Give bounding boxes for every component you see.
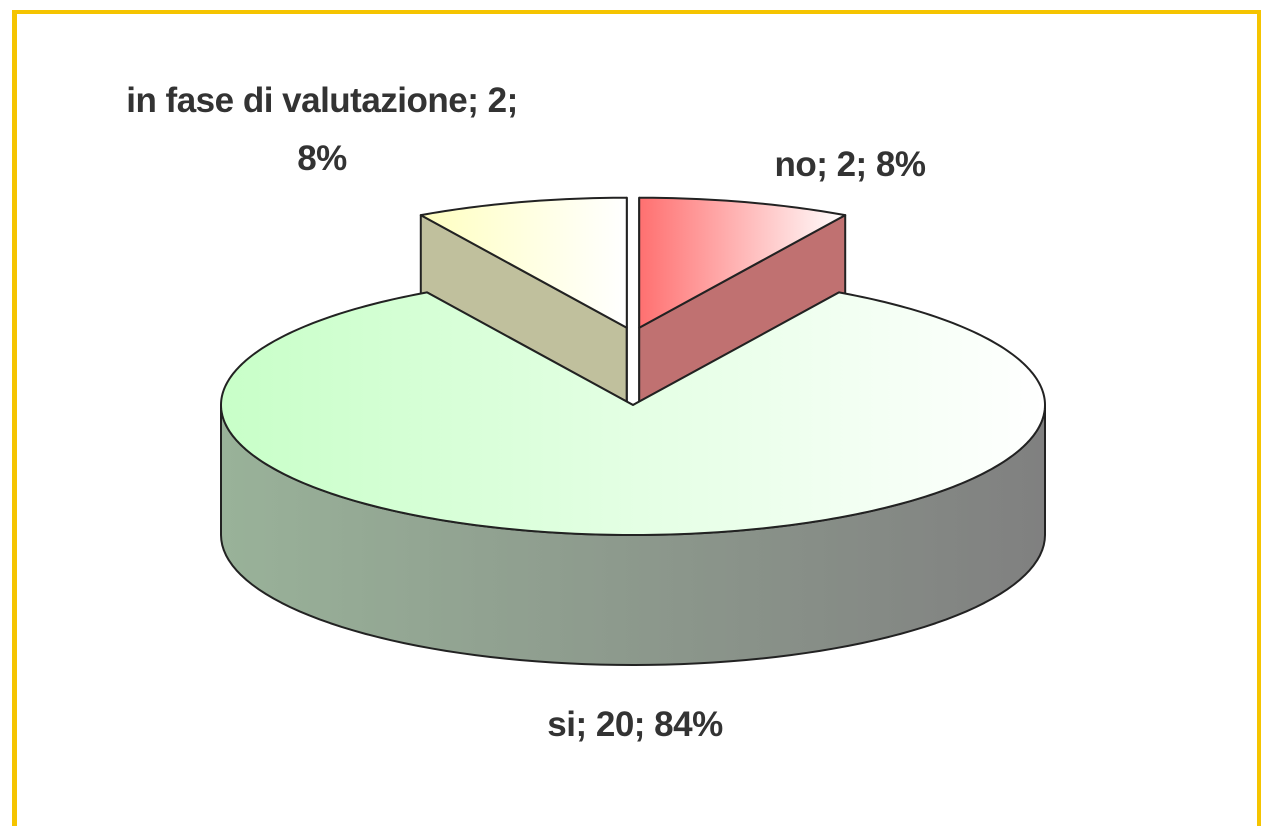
data-label: no; 2; 8% [774, 145, 926, 184]
slice-top [419, 196, 628, 329]
data-label: si; 20; 84% [547, 705, 723, 744]
frame-left [12, 10, 17, 826]
slice-top [638, 196, 847, 329]
data-label: in fase di valutazione; 2; 8% [126, 81, 518, 178]
pie [220, 196, 1046, 666]
slice [220, 291, 1046, 666]
frame-top [14, 10, 1260, 14]
frame-right [1257, 10, 1261, 826]
slice-top [220, 291, 1046, 536]
